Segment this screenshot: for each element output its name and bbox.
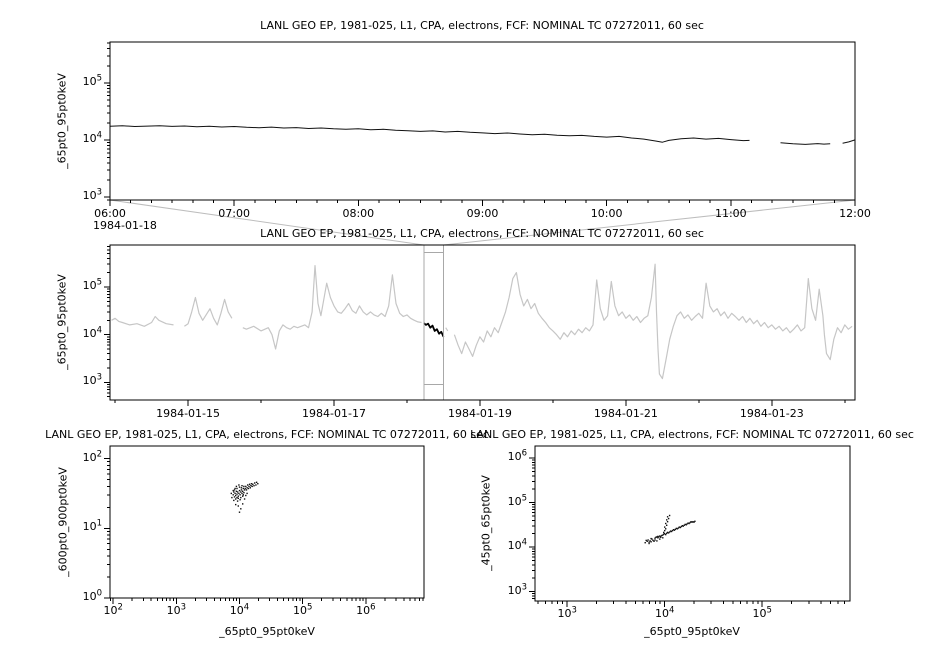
x-tick-label: 104 xyxy=(229,602,250,617)
x-tick-label: 103 xyxy=(557,605,577,620)
series-_65pt0_95pt0keV (highlighted interval 06:00-12:00) xyxy=(423,322,445,338)
y-tick-label: 100 xyxy=(82,588,102,603)
context-date-label: 1984-01-18 xyxy=(93,219,157,232)
x-tick-label: 06:00 xyxy=(94,207,126,220)
x-tick-label: 08:00 xyxy=(342,207,375,220)
y-tick-label: 105 xyxy=(507,492,527,508)
x-tick-label: 12:00 xyxy=(839,207,871,220)
top-timeseries-plot xyxy=(104,41,856,206)
zoom-connectors xyxy=(109,199,856,246)
context-timeseries-plot-area[interactable] xyxy=(110,245,855,400)
scatter-right-plot-area[interactable] xyxy=(535,446,850,601)
scatter-right-y-axis-label: _45pt0_65pt0keV xyxy=(479,475,493,571)
scatter-right-plot-frame xyxy=(534,445,851,602)
y-tick-label: 106 xyxy=(507,448,527,464)
series-_65pt0_95pt0keV (10-day context) xyxy=(111,263,853,380)
x-tick-label: 102 xyxy=(103,602,123,617)
scatter-left-plot-frame xyxy=(109,445,425,599)
x-tick-label: 105 xyxy=(292,602,313,617)
y-tick-label: 104 xyxy=(82,130,102,146)
top-timeseries-plot-area[interactable] xyxy=(110,42,855,200)
scatter-right-plot-points xyxy=(644,514,696,545)
context-panel-title: LANL GEO EP, 1981-025, L1, CPA, electron… xyxy=(260,227,704,240)
scatter-right-plot xyxy=(529,445,851,607)
scatter-left-title: LANL GEO EP, 1981-025, L1, CPA, electron… xyxy=(45,428,489,441)
y-tick-label: 102 xyxy=(82,448,102,464)
y-tick-label: 105 xyxy=(82,73,102,89)
x-tick-label: 103 xyxy=(166,602,187,617)
y-tick-label: 103 xyxy=(82,187,102,203)
x-tick-label: 1984-01-15 xyxy=(156,407,221,420)
scatter-right-x-axis-label: _65pt0_95pt0keV xyxy=(644,625,740,638)
top-timeseries-plot-frame xyxy=(109,41,856,201)
scatter-left-x-axis-label: _65pt0_95pt0keV xyxy=(219,625,315,638)
y-tick-label: 105 xyxy=(82,277,102,292)
y-tick-label: 104 xyxy=(82,325,102,340)
x-tick-label: 105 xyxy=(752,605,772,620)
y-tick-label: 101 xyxy=(82,518,102,534)
x-tick-label: 1984-01-19 xyxy=(447,407,512,420)
scatter-right-title: LANL GEO EP, 1981-025, L1, CPA, electron… xyxy=(470,428,914,441)
top-panel-title: LANL GEO EP, 1981-025, L1, CPA, electron… xyxy=(260,19,704,32)
x-tick-label: 07:00 xyxy=(218,207,251,220)
scatter-left-plot-area[interactable] xyxy=(110,446,424,598)
x-tick-label: 1984-01-17 xyxy=(302,407,366,420)
scatter-left-plot xyxy=(104,445,425,604)
y-tick-label: 103 xyxy=(82,372,102,388)
x-tick-label: 104 xyxy=(654,605,675,620)
x-tick-label: 1984-01-21 xyxy=(593,407,658,420)
x-tick-label: 11:00 xyxy=(714,207,747,220)
x-tick-label: 10:00 xyxy=(590,207,623,220)
x-tick-label: 09:00 xyxy=(466,207,499,220)
y-tick-label: 103 xyxy=(507,581,527,597)
context-timeseries-plot xyxy=(104,244,856,406)
x-tick-label: 106 xyxy=(356,602,376,617)
y-tick-label: 104 xyxy=(507,537,527,553)
context-timeseries-plot-frame xyxy=(109,244,856,401)
x-tick-label: 1984-01-23 xyxy=(739,407,804,420)
series-_65pt0_95pt0keV xyxy=(109,125,856,145)
scatter-left-plot-points xyxy=(230,481,259,513)
